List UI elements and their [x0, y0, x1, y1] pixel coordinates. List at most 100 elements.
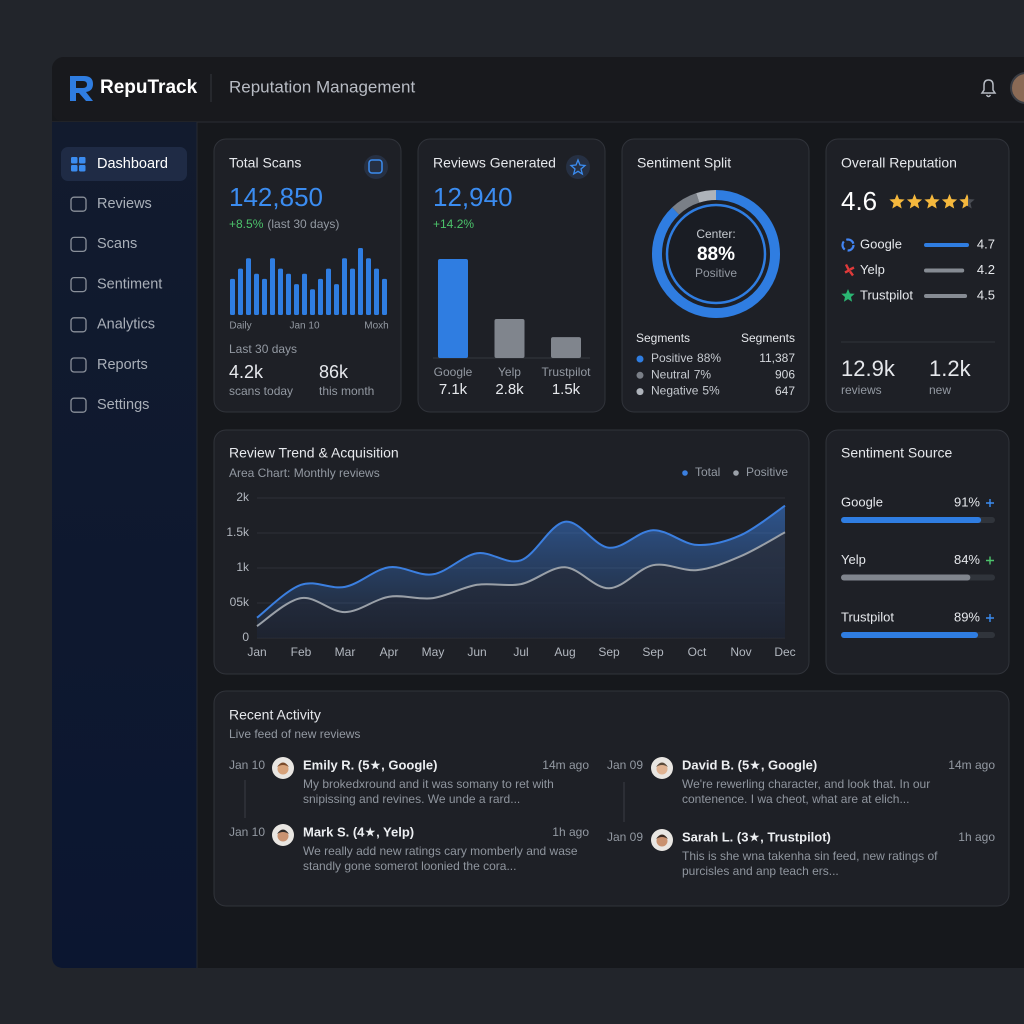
reviewer-avatar — [277, 762, 289, 767]
star-icon — [959, 194, 975, 209]
donut-segment — [652, 190, 780, 318]
activity-date: Jan 10 — [229, 758, 265, 772]
nav-icon — [70, 397, 87, 413]
add-icon[interactable] — [986, 556, 994, 565]
nav-item[interactable]: Analytics — [97, 317, 155, 333]
source-name: Yelp — [860, 262, 885, 277]
bar — [374, 268, 379, 315]
kpi-value: 12,940 — [433, 182, 513, 212]
x-tick-label: Sep — [598, 645, 620, 659]
segment-name: Neutral — [651, 367, 690, 381]
legend-label: Total — [695, 465, 720, 479]
donut-segment — [696, 190, 717, 203]
bar — [278, 268, 283, 315]
area-fill — [257, 532, 785, 638]
user-avatar[interactable] — [1010, 72, 1024, 104]
review-text-box: We really add new ratings cary momberly … — [303, 844, 578, 873]
bar — [841, 574, 971, 581]
y-tick-label: 0 — [242, 630, 249, 644]
card-icon — [566, 155, 590, 179]
rating-value: 4.5 — [977, 287, 995, 302]
x-tick-label: Apr — [380, 645, 399, 659]
source-name: Google — [841, 494, 883, 509]
y-tick-label: 1.5k — [226, 525, 250, 539]
score-value: 4.6 — [841, 186, 877, 216]
bar — [294, 284, 299, 315]
x-tick-label: Daily — [229, 321, 251, 332]
card-icon — [364, 155, 388, 179]
rating-value: 4.7 — [977, 236, 995, 251]
segment-count: 11,387 — [759, 351, 795, 365]
bar — [342, 258, 347, 315]
activity-time: 1h ago — [958, 830, 995, 844]
activity-author: Sarah L. (3★, Trustpilot) — [682, 829, 831, 844]
nav-icon — [79, 165, 86, 172]
segment-count: 647 — [775, 384, 795, 398]
source-name: Trustpilot — [841, 609, 894, 624]
bar — [438, 259, 468, 358]
add-icon[interactable] — [986, 614, 994, 622]
activity-time: 1h ago — [552, 825, 589, 839]
review-text: My brokedxround and it was somany to ret… — [303, 777, 554, 806]
notification-bell[interactable] — [980, 79, 997, 98]
legend-dot — [636, 355, 644, 363]
x-tick-label: Google — [434, 365, 473, 379]
nav-item[interactable]: Scans — [97, 236, 137, 252]
review-text-box: My brokedxround and it was somany to ret… — [303, 777, 554, 806]
kpi-change: +8.5% (last 30 days) — [229, 217, 339, 231]
card-icon — [368, 159, 383, 174]
column-header: Segments — [636, 331, 690, 345]
y-tick-label: 1k — [236, 560, 250, 574]
donut-segment — [672, 193, 700, 215]
add-icon[interactable] — [986, 499, 994, 507]
bar — [286, 273, 291, 315]
bar — [350, 268, 355, 315]
bar — [551, 337, 581, 358]
x-tick-label: Oct — [688, 645, 707, 659]
header-bar — [52, 57, 1024, 122]
bar — [841, 517, 982, 523]
nav-item[interactable]: Reviews — [97, 196, 152, 212]
source-name: Yelp — [841, 552, 866, 567]
card-title: Overall Reputation — [841, 155, 957, 171]
card-subtitle: Live feed of new reviews — [229, 727, 360, 741]
card-title: Sentiment Source — [841, 445, 952, 461]
change-note: (last 30 days) — [267, 217, 339, 231]
nav-item[interactable]: Dashboard — [97, 156, 168, 172]
star-icon — [889, 194, 905, 209]
reviewer-avatar — [277, 830, 289, 842]
change-value: +8.5% — [229, 217, 264, 231]
nav-icon — [70, 357, 87, 373]
nav-icon — [70, 317, 87, 333]
stat-value: 12.9k — [841, 356, 896, 381]
activity-time: 14m ago — [948, 758, 995, 772]
nav-item[interactable]: Settings — [97, 397, 149, 413]
source-name: Google — [860, 236, 902, 251]
review-text-box: We're rewerling character, and look that… — [682, 777, 930, 806]
bar — [358, 248, 363, 315]
bar — [310, 289, 315, 315]
sidebar — [52, 122, 197, 968]
segment-share: 7% — [694, 367, 712, 381]
x-tick-label: Dec — [774, 645, 795, 659]
x-tick-label: Sep — [642, 645, 664, 659]
x-tick-label: Feb — [291, 645, 312, 659]
stat-label: scans today — [229, 384, 293, 398]
donut-caption: Positive — [695, 266, 737, 280]
value-label: 84% — [954, 552, 980, 567]
nav-item[interactable]: Reports — [97, 357, 148, 373]
legend-dot — [733, 470, 739, 476]
period-label: Last 30 days — [229, 342, 297, 356]
value-label: 91% — [954, 494, 980, 509]
x-tick-label: Yelp — [498, 365, 521, 379]
stat-label: this month — [319, 384, 374, 398]
legend-label: Positive 88% — [651, 351, 721, 365]
nav-item[interactable]: Sentiment — [97, 276, 162, 292]
star-icon — [924, 194, 940, 209]
reviewer-avatar — [656, 763, 668, 775]
reviewer-avatar — [656, 762, 668, 767]
nav-active-bg — [61, 147, 187, 181]
bar — [366, 258, 371, 315]
card-icon — [569, 158, 587, 176]
